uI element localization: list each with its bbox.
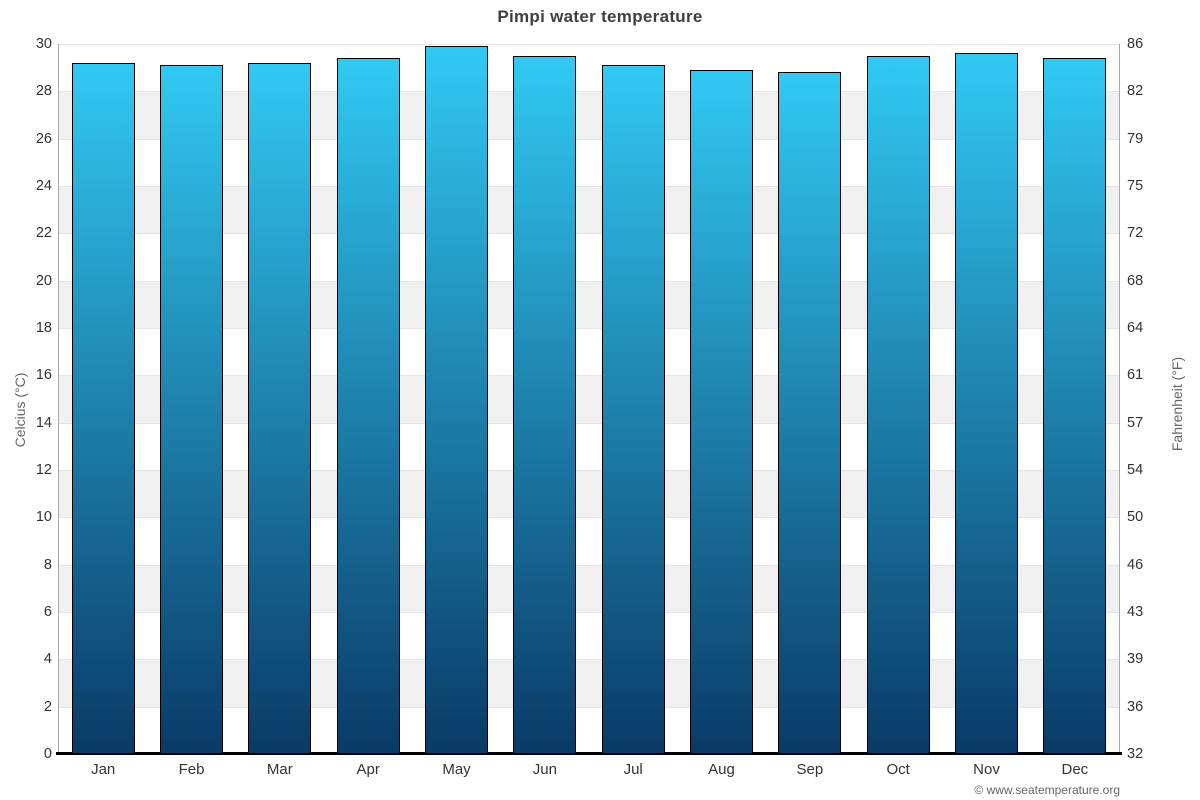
y-tick-label-fahrenheit: 54 [1127,462,1144,478]
plot-band [59,280,1119,328]
x-tick-label-jan: Jan [91,761,116,778]
x-tick-label-mar: Mar [266,761,293,778]
gridline [59,91,1119,93]
x-tick-label-nov: Nov [973,761,1000,778]
plot-band [59,375,1119,423]
y-tick-label-fahrenheit: 36 [1127,698,1144,715]
y-tick-label-fahrenheit: 68 [1127,272,1144,289]
x-tick-label-feb: Feb [178,761,205,778]
bar-nov[interactable] [955,53,1018,754]
plot-band [59,186,1119,234]
y-tick-label-celsius: 12 [35,462,52,478]
gridline [59,706,1119,708]
copyright-text: © www.seatemperature.org [974,783,1120,797]
x-tick-label-jun: Jun [532,761,557,778]
plot-band [59,422,1119,470]
bar-may[interactable] [425,46,488,754]
y-tick-label-fahrenheit: 82 [1127,83,1144,100]
y-tick-label-celsius: 22 [35,225,52,242]
y-tick-label-celsius: 6 [43,604,52,620]
plot-band [59,328,1119,376]
bar-dec[interactable] [1043,58,1107,754]
y-tick-label-fahrenheit: 32 [1127,746,1144,762]
gridline [59,44,1119,45]
plot-band [59,44,1119,92]
y-tick-label-celsius: 10 [35,509,52,526]
bar-sep[interactable] [778,72,842,754]
plot-band [59,233,1119,281]
bar-oct[interactable] [866,55,930,754]
bar-jun[interactable] [513,55,577,754]
gridline [59,422,1119,424]
y-tick-label-celsius: 16 [35,367,52,384]
y-tick-label-celsius: 28 [35,83,52,100]
x-tick-label-apr: Apr [356,761,380,778]
y-axis-line-left [58,44,59,754]
gridline [59,280,1119,282]
gridline [59,328,1119,329]
y-tick-label-fahrenheit: 50 [1127,509,1144,526]
y-tick-label-celsius: 26 [35,130,52,147]
chart-title: Pimpi water temperature [497,7,703,26]
x-axis-line [56,752,1122,755]
x-tick-label-aug: Aug [708,761,735,778]
gridline [59,233,1119,235]
y-tick-label-celsius: 20 [35,272,52,289]
y-tick-label-fahrenheit: 72 [1127,225,1144,242]
bar-jul[interactable] [601,65,665,754]
gridline [59,612,1119,613]
y-tick-label-celsius: 30 [35,36,52,52]
bar-apr[interactable] [336,58,400,754]
y-tick-label-celsius: 2 [43,698,52,715]
gridline [59,470,1119,471]
y-tick-label-fahrenheit: 86 [1127,36,1144,52]
x-tick-label-oct: Oct [886,761,910,778]
y-tick-label-celsius: 4 [43,651,52,668]
x-tick-label-jul: Jul [623,761,643,778]
plot-band [59,91,1119,139]
y-tick-label-fahrenheit: 57 [1127,414,1144,431]
gridline [59,517,1119,519]
y-tick-label-fahrenheit: 64 [1127,320,1144,336]
plot-band [59,138,1119,186]
y-axis-line-right [1119,44,1120,754]
plot-band [59,470,1119,518]
y-tick-label-fahrenheit: 79 [1127,130,1144,147]
y-tick-label-fahrenheit: 43 [1127,604,1144,620]
y-axis-title-celsius: Celcius (°C) [12,372,28,448]
bar-jan[interactable] [71,62,135,754]
y-tick-label-fahrenheit: 75 [1127,178,1144,194]
x-tick-label-may: May [442,761,471,778]
bar-mar[interactable] [248,62,312,754]
gridline [59,186,1119,187]
y-tick-label-celsius: 14 [35,414,52,431]
y-tick-label-fahrenheit: 39 [1127,651,1144,668]
x-tick-label-sep: Sep [796,761,824,778]
y-tick-label-fahrenheit: 61 [1127,367,1144,384]
y-tick-label-celsius: 8 [43,556,52,573]
bar-aug[interactable] [690,70,753,754]
x-tick-label-dec: Dec [1061,761,1089,778]
gridline [59,138,1119,140]
gridline [59,375,1119,377]
y-tick-label-celsius: 18 [35,320,52,336]
y-tick-label-celsius: 0 [43,746,52,762]
bar-feb[interactable] [160,65,223,754]
gridline [59,659,1119,661]
plot-band [59,706,1119,754]
plot-band [59,612,1119,660]
y-tick-label-fahrenheit: 46 [1127,556,1144,573]
plot-band [59,659,1119,707]
plot-band [59,517,1119,565]
plot-area [59,44,1119,754]
y-tick-label-celsius: 24 [35,178,52,194]
plot-band [59,564,1119,612]
gridline [59,564,1119,566]
